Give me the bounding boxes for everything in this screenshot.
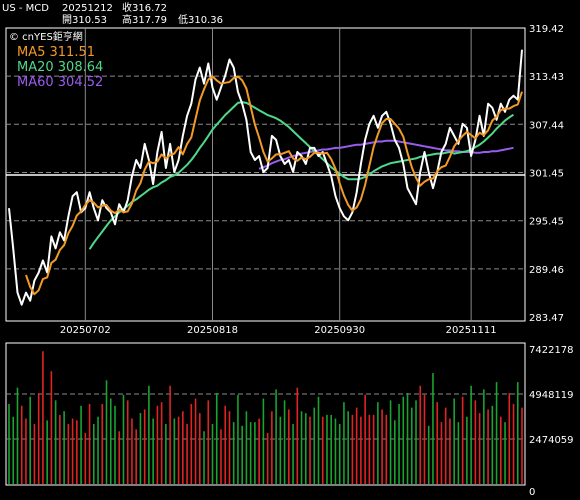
volume-grid [6, 393, 525, 440]
price-y-tick: 289.46 [529, 265, 564, 276]
price-x-tick: 20250702 [60, 325, 111, 336]
close-price-line [8, 49, 523, 306]
open-label: 開310.53 [62, 14, 107, 26]
volume-y-axis: 7422178 4948119 2474059 0 [529, 345, 574, 498]
ma5-line [25, 75, 523, 296]
price-y-tick: 295.45 [529, 217, 564, 228]
price-x-tick: 20250930 [314, 325, 365, 336]
ma20-line [88, 101, 515, 250]
volume-y-tick: 0 [529, 487, 535, 498]
legend-ma5: MA5 311.51 [17, 45, 95, 60]
symbol-label: US - MCD [2, 3, 49, 14]
price-y-tick: 313.43 [529, 72, 564, 83]
legend-ma60: MA60 304.52 [17, 75, 103, 90]
volume-y-tick: 4948119 [529, 390, 574, 401]
price-y-tick: 283.47 [529, 313, 564, 324]
price-y-tick: 301.45 [529, 168, 564, 179]
volume-bars [8, 351, 523, 484]
date-label: 20251212 [62, 3, 113, 14]
brand-watermark: © cnYES鉅亨網 [9, 30, 83, 43]
volume-y-tick: 7422178 [529, 345, 574, 356]
price-y-tick: 307.44 [529, 120, 564, 131]
chart-header: US - MCD 20251212 收316.72 開310.53 高317.7… [2, 1, 223, 26]
price-grid [6, 75, 525, 270]
price-y-axis: 319.42 313.43 307.44 301.45 295.45 289.46 283.… [529, 24, 564, 324]
high-label: 高317.79 [122, 13, 167, 26]
price-x-tick: 20251111 [446, 325, 497, 336]
price-y-tick: 319.42 [529, 24, 564, 35]
close-label: 收316.72 [122, 1, 167, 14]
volume-panel: 7422178 4948119 2474059 0 [5, 342, 574, 498]
volume-y-tick: 2474059 [529, 435, 574, 446]
price-x-tick: 20250818 [187, 325, 238, 336]
price-panel: 319.42 313.43 307.44 301.45 295.45 289.46 283.… [5, 24, 564, 336]
legend-ma20: MA20 308.64 [17, 60, 103, 75]
price-x-axis: 20250702 20250818 20250930 20251111 [60, 325, 497, 336]
low-label: 低310.36 [178, 13, 223, 26]
volume-panel-frame [5, 342, 526, 486]
price-lines [8, 49, 523, 306]
